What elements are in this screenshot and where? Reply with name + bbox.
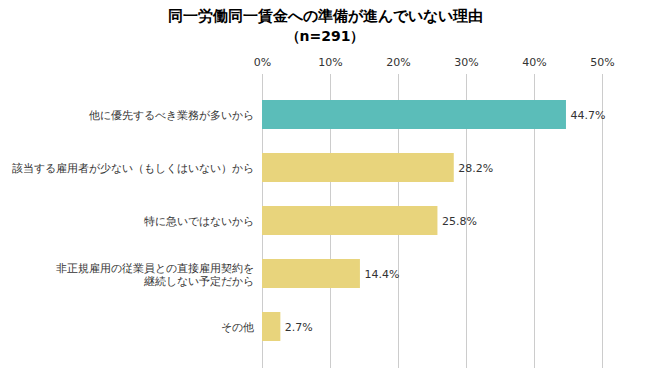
svg-text:10%: 10%: [318, 56, 342, 69]
svg-text:40%: 40%: [522, 56, 546, 69]
svg-text:28.2%: 28.2%: [458, 162, 493, 175]
svg-text:50%: 50%: [590, 56, 614, 69]
svg-text:特に急いではないから: 特に急いではないから: [144, 215, 254, 228]
svg-text:0%: 0%: [254, 56, 271, 69]
svg-text:その他: その他: [221, 321, 254, 334]
svg-text:他に優先するべき業務が多いから: 他に優先するべき業務が多いから: [89, 109, 254, 122]
html-text:同一労働同一賃金への準備が進んでいない理由: 同一労働同一賃金への準備が進んでいない理由: [167, 7, 483, 25]
svg-text:14.4%: 14.4%: [364, 268, 399, 281]
svg-text:44.7%: 44.7%: [570, 109, 605, 122]
svg-text:20%: 20%: [386, 56, 410, 69]
svg-text:非正規雇用の従業員との直接雇用契約を継続しない予定だから: 非正規雇用の従業員との直接雇用契約を継続しない予定だから: [56, 262, 254, 288]
html-text:（n=291）: （n=291）: [285, 28, 365, 44]
svg-text:2.7%: 2.7%: [285, 321, 313, 334]
svg-text:該当する雇用者が少ない（もしくはいない）から: 該当する雇用者が少ない（もしくはいない）から: [12, 162, 254, 175]
svg-text:25.8%: 25.8%: [442, 215, 477, 228]
svg-text:30%: 30%: [454, 56, 478, 69]
